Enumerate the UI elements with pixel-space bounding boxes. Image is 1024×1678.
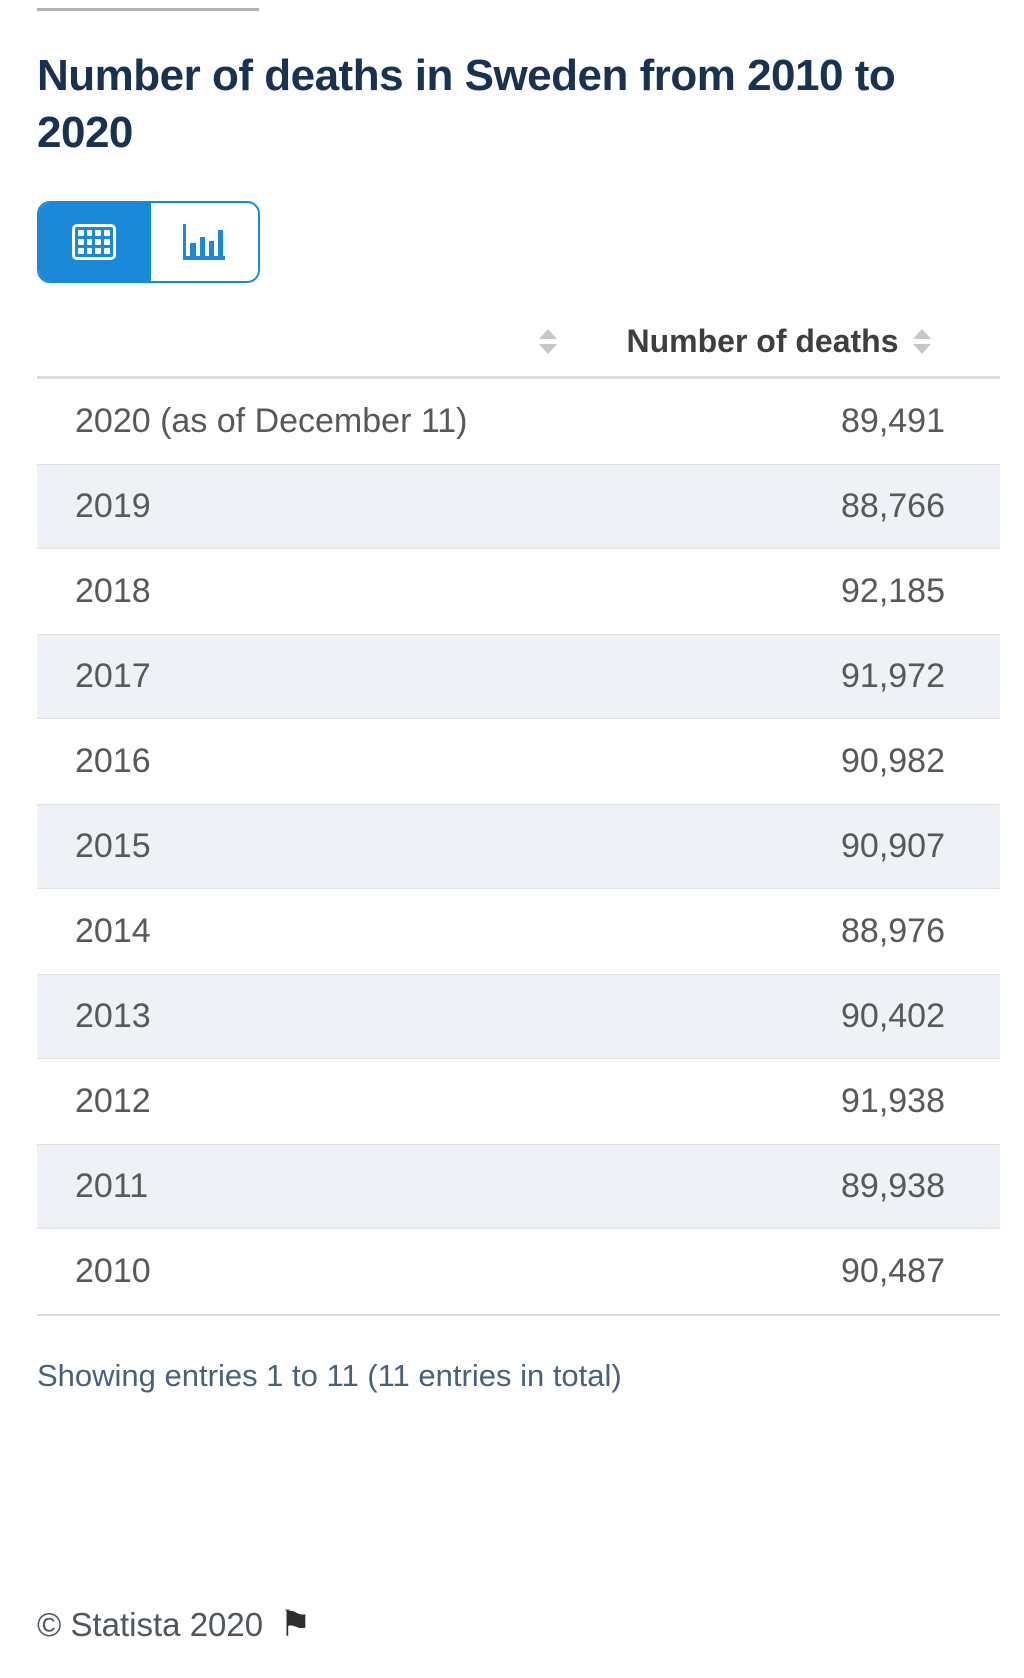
table-row: 2017 91,972 — [37, 634, 1000, 719]
year-cell: 2011 — [75, 1167, 149, 1205]
table-row: 2012 91,938 — [37, 1059, 1000, 1144]
value-cell: 90,982 — [841, 742, 945, 780]
year-cell: 2017 — [75, 657, 151, 695]
value-cell: 90,907 — [841, 827, 945, 865]
showing-entries-text: Showing entries 1 to 11 (11 entries in t… — [37, 1358, 622, 1393]
statista-widget: Number of deaths in Sweden from 2010 to … — [0, 8, 1024, 1678]
year-cell: 2010 — [75, 1252, 151, 1290]
value-cell: 91,938 — [841, 1082, 945, 1120]
sort-arrows-icon[interactable] — [539, 329, 558, 354]
table-row: 2015 90,907 — [37, 804, 1000, 889]
table-row: 2020 (as of December 11) 89,491 — [37, 379, 1000, 464]
data-table: Number of deaths 2020 (as of December 11… — [37, 307, 1000, 1316]
bar-chart-icon — [183, 224, 226, 260]
page-title: Number of deaths in Sweden from 2010 to … — [37, 51, 896, 157]
year-cell: 2013 — [75, 997, 151, 1035]
value-cell: 88,766 — [841, 487, 945, 525]
table-row: 2010 90,487 — [37, 1229, 1000, 1314]
top-divider — [37, 8, 259, 11]
chart-view-button[interactable] — [148, 203, 258, 281]
value-cell: 88,976 — [841, 912, 945, 950]
black-flag-icon[interactable]: ⚑ — [279, 1604, 312, 1645]
table-row: 2019 88,766 — [37, 464, 1000, 549]
table-row: 2013 90,402 — [37, 974, 1000, 1059]
column-header-deaths[interactable]: Number of deaths — [557, 323, 1000, 360]
year-cell: 2015 — [75, 827, 151, 865]
year-cell: 2012 — [75, 1082, 151, 1120]
year-cell: 2019 — [75, 487, 151, 525]
value-cell: 89,938 — [841, 1167, 945, 1205]
year-cell: 2020 (as of December 11) — [75, 402, 468, 440]
copyright-line: © Statista 2020 ⚑ — [37, 1606, 311, 1644]
view-toggle — [37, 201, 260, 283]
column-header-deaths-label: Number of deaths — [626, 323, 899, 359]
year-cell: 2014 — [75, 912, 151, 950]
value-cell: 91,972 — [841, 657, 945, 695]
year-cell: 2016 — [75, 742, 151, 780]
value-cell: 89,491 — [841, 402, 945, 440]
sort-arrows-icon[interactable] — [912, 329, 931, 354]
table-grid-icon — [71, 224, 116, 260]
value-cell: 90,402 — [841, 997, 945, 1035]
copyright-text: © Statista 2020 — [37, 1606, 264, 1643]
table-row: 2016 90,982 — [37, 719, 1000, 804]
table-header-row: Number of deaths — [37, 307, 1000, 379]
year-cell: 2018 — [75, 572, 151, 610]
table-row: 2018 92,185 — [37, 549, 1000, 634]
table-row: 2014 88,976 — [37, 889, 1000, 974]
value-cell: 90,487 — [841, 1252, 945, 1290]
column-header-year[interactable] — [37, 329, 558, 354]
value-cell: 92,185 — [841, 572, 945, 610]
table-row: 2011 89,938 — [37, 1144, 1000, 1229]
table-view-button[interactable] — [39, 203, 149, 281]
